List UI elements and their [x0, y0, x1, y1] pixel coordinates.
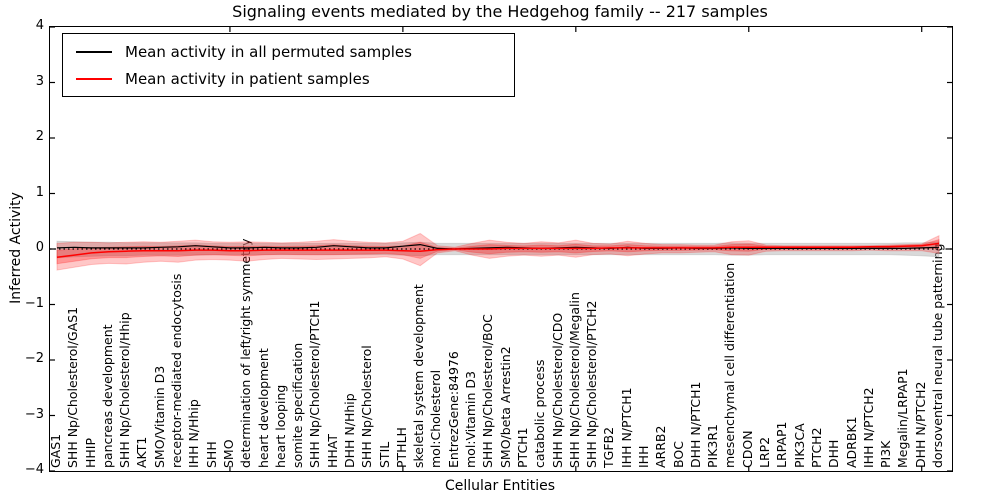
- legend-line-patient-icon: [76, 77, 112, 80]
- legend-line-permuted-icon: [76, 50, 112, 53]
- y-tick-label: 0: [35, 240, 44, 255]
- band-permuted-range: [56, 240, 940, 259]
- y-tick-label: −2: [24, 351, 44, 366]
- legend-label: Mean activity in patient samples: [125, 69, 370, 88]
- x-axis-label: Cellular Entities: [444, 478, 556, 494]
- band-patient-range-inner: [56, 238, 940, 265]
- y-tick-label: −1: [24, 295, 44, 311]
- line-permuted-mean: [56, 243, 940, 250]
- y-tick-label: 3: [35, 73, 44, 89]
- y-tick-label: 1: [35, 184, 44, 200]
- axis-ticks: [50, 27, 952, 471]
- legend-label: Mean activity in all permuted samples: [125, 42, 412, 61]
- y-tick-label: 2: [35, 129, 44, 144]
- chart-title: Signaling events mediated by the Hedgeho…: [232, 2, 768, 21]
- y-tick-label: −3: [24, 406, 44, 422]
- band-patient-range-outer: [56, 232, 940, 271]
- chart-canvas: [50, 27, 952, 471]
- legend-entry: Mean activity in all permuted samples: [63, 38, 514, 65]
- legend: Mean activity in all permuted samples Mea…: [62, 33, 515, 97]
- y-tick-label: −4: [24, 462, 44, 477]
- line-patient-mean: [56, 242, 940, 259]
- plot-area: [49, 26, 953, 472]
- y-tick-label: 4: [35, 18, 44, 33]
- legend-entry: Mean activity in patient samples: [63, 65, 514, 92]
